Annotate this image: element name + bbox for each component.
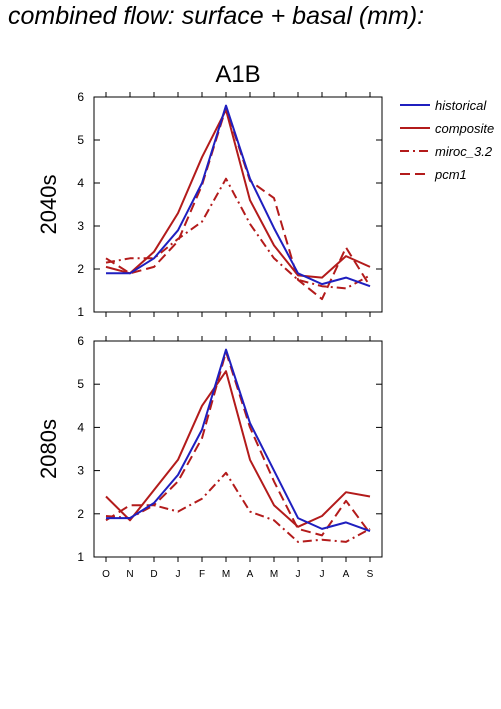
panel-2080s: 1 2 3 4 5 6 O N D J F M A M J J A S 2080s bbox=[36, 334, 383, 580]
legend-label: miroc_3.2 bbox=[435, 144, 493, 159]
x-tick-label: A bbox=[343, 569, 350, 580]
x-tick-label: O bbox=[102, 569, 110, 580]
legend: historical composite miroc_3.2 pcm1 bbox=[400, 98, 494, 182]
series-line-composite bbox=[105, 108, 371, 279]
x-tick-label: M bbox=[270, 569, 278, 580]
x-tick-label: F bbox=[199, 569, 205, 580]
y-tick-label: 3 bbox=[77, 219, 84, 233]
legend-item: composite bbox=[400, 121, 494, 136]
legend-item: miroc_3.2 bbox=[400, 144, 493, 159]
panel-label: 2080s bbox=[36, 419, 61, 479]
y-tick-label: 1 bbox=[77, 305, 84, 319]
x-tick-label: M bbox=[222, 569, 230, 580]
y-tick-label: 2 bbox=[77, 507, 84, 521]
x-tick-label: A bbox=[247, 569, 254, 580]
series-line-miroc_3.2 bbox=[105, 471, 371, 543]
legend-label: pcm1 bbox=[434, 167, 467, 182]
series-line-composite bbox=[105, 370, 371, 528]
series-line-historical bbox=[106, 348, 371, 533]
plot-frame bbox=[93, 96, 383, 313]
figure-title: combined flow: surface + basal (mm): bbox=[8, 2, 425, 30]
x-tick-label: N bbox=[126, 569, 133, 580]
y-tick-label: 3 bbox=[77, 464, 84, 478]
x-tick-label: J bbox=[320, 569, 325, 580]
series-line-miroc_3.2 bbox=[105, 177, 371, 290]
legend-item: historical bbox=[400, 98, 487, 113]
x-tick-label: J bbox=[296, 569, 301, 580]
x-tick-label: S bbox=[367, 569, 374, 580]
y-tick-label: 2 bbox=[77, 262, 84, 276]
y-tick-label: 6 bbox=[77, 334, 84, 348]
y-tick-label: 4 bbox=[77, 176, 84, 190]
legend-item: pcm1 bbox=[400, 167, 467, 182]
series-line-historical bbox=[106, 104, 371, 288]
x-tick-label: D bbox=[150, 569, 157, 580]
y-tick-label: 1 bbox=[77, 550, 84, 564]
panel-2040s: 1 2 3 4 5 6 2040s bbox=[36, 90, 383, 319]
panel-label: 2040s bbox=[36, 175, 61, 235]
y-tick-label: 4 bbox=[77, 420, 84, 434]
x-tick-label: J bbox=[176, 569, 181, 580]
legend-label: historical bbox=[435, 98, 487, 113]
y-tick-label: 6 bbox=[77, 90, 84, 104]
y-tick-label: 5 bbox=[77, 377, 84, 391]
legend-label: composite bbox=[435, 121, 494, 136]
series-line-pcm1 bbox=[105, 106, 371, 301]
y-tick-label: 5 bbox=[77, 133, 84, 147]
plot-frame bbox=[93, 340, 383, 558]
scenario-label: A1B bbox=[215, 61, 260, 88]
